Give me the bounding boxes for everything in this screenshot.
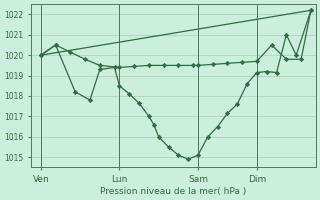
X-axis label: Pression niveau de la mer( hPa ): Pression niveau de la mer( hPa ) xyxy=(100,187,247,196)
